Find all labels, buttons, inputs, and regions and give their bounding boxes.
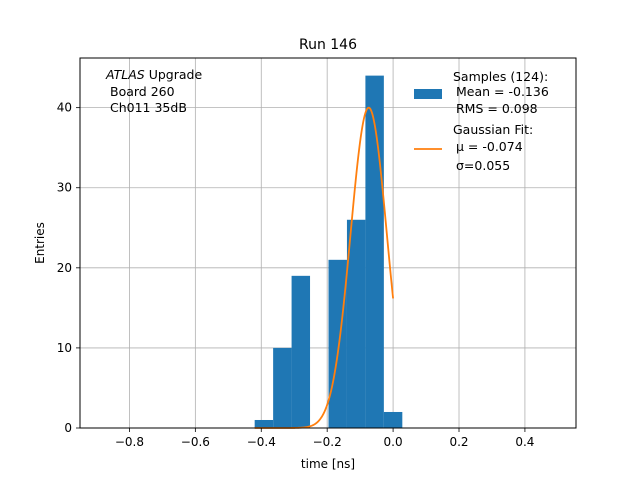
histogram-bar [273, 347, 292, 428]
histogram-bar [254, 419, 274, 428]
chart-title: Run 146 [299, 37, 357, 53]
y-axis-label: Entries [33, 222, 47, 264]
annotation-atlas: ATLAS [105, 67, 145, 82]
legend-histogram-rms: RMS = 0.098 [456, 101, 538, 116]
legend: Samples (124): Mean = -0.136 RMS = 0.098… [414, 69, 549, 173]
annotation-board: Board 260 [110, 84, 175, 99]
grid [80, 58, 576, 429]
annotation: ATLAS Upgrade Board 260 Ch011 35dB [105, 67, 202, 115]
y-tick-label: 10 [57, 341, 72, 355]
annotation-channel: Ch011 35dB [110, 100, 187, 115]
y-tick-label: 30 [57, 181, 72, 195]
legend-histogram-title: Samples (124): [453, 69, 548, 84]
plot-frame [79, 57, 577, 429]
x-axis-ticks: −0.8 −0.6 −0.4 −0.2 0.0 0.2 0.4 [115, 428, 534, 449]
x-tick-label: −0.8 [115, 435, 144, 449]
legend-fit-title: Gaussian Fit: [453, 122, 533, 137]
y-tick-label: 40 [57, 101, 72, 115]
x-tick-label: 0.4 [515, 435, 534, 449]
histogram-bars [254, 75, 403, 428]
legend-histogram-swatch [414, 89, 442, 99]
histogram-bar [383, 411, 403, 428]
legend-histogram-mean: Mean = -0.136 [456, 84, 549, 99]
x-tick-label: −0.4 [247, 435, 276, 449]
legend-fit-mu: μ = -0.074 [456, 139, 523, 154]
x-tick-label: 0.2 [449, 435, 468, 449]
histogram-bar [346, 219, 366, 428]
legend-fit-sigma: σ=0.055 [456, 158, 510, 173]
svg-text:ATLAS Upgrade: ATLAS Upgrade [105, 67, 202, 82]
histogram-bar [328, 259, 347, 428]
histogram-bar [291, 275, 311, 428]
x-tick-label: −0.6 [181, 435, 210, 449]
annotation-upgrade: Upgrade [145, 67, 203, 82]
y-tick-label: 0 [64, 421, 72, 435]
x-tick-label: −0.2 [313, 435, 342, 449]
x-axis-label: time [ns] [301, 457, 355, 471]
y-axis-ticks: 0 10 20 30 40 [57, 101, 80, 435]
x-tick-label: 0.0 [384, 435, 403, 449]
y-tick-label: 20 [57, 261, 72, 275]
